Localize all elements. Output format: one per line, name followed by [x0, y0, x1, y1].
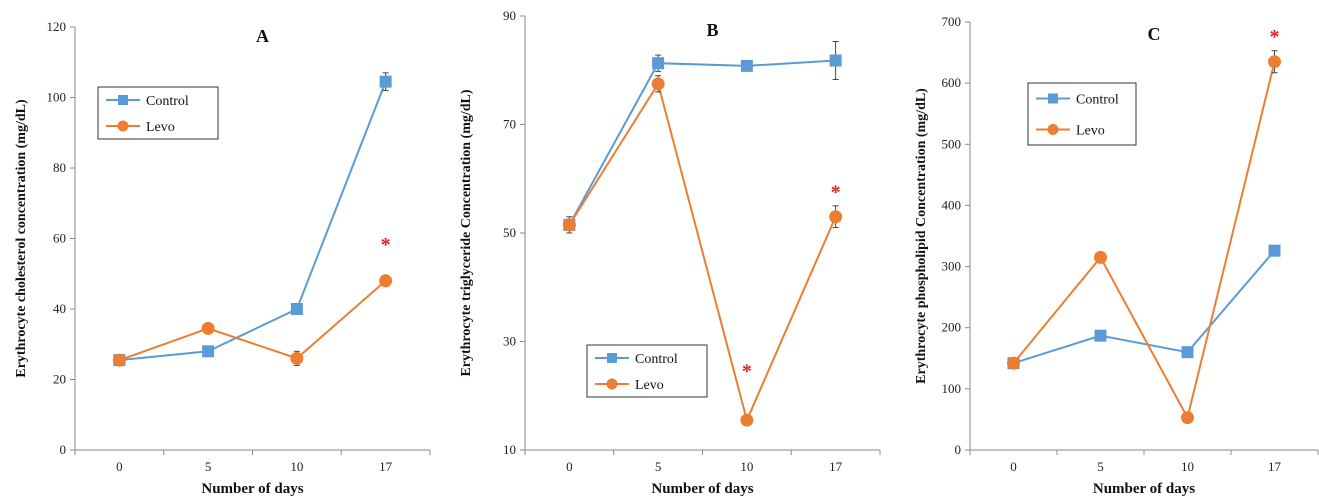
series-levo: [562, 75, 843, 427]
x-axis-title: Number of days: [1093, 481, 1195, 497]
x-tick-label: 17: [829, 459, 843, 474]
data-point: [651, 77, 665, 91]
data-point: [1268, 55, 1281, 69]
data-point: [290, 351, 304, 365]
x-tick-label: 5: [205, 459, 212, 474]
panel-c: 0 100 200 300 400 500 600 700 0 5 10 17 Number of da…: [914, 14, 1319, 497]
significance-star: *: [831, 182, 841, 204]
x-tick-label: 17: [379, 459, 393, 474]
y-axis-title: Erythrocyte cholesterol concentration (m…: [14, 99, 29, 378]
legend: Control Levo: [1027, 82, 1137, 146]
y-tick-label: 10: [503, 442, 516, 457]
data-point: [829, 54, 842, 67]
legend-label: Control: [1076, 93, 1119, 108]
data-point: [1007, 356, 1020, 370]
x-axis-title: Number of days: [201, 481, 303, 497]
x-tick-label: 5: [1097, 459, 1104, 474]
series-line: [568, 81, 837, 424]
significance-star: *: [742, 361, 752, 383]
legend-marker: [117, 120, 129, 132]
data-point: [652, 57, 665, 70]
y-tick-label: 80: [53, 160, 66, 175]
legend-label: Control: [635, 352, 678, 367]
x-axis-title: Number of days: [651, 481, 753, 497]
data-point: [1181, 411, 1194, 425]
legend-marker: [1047, 124, 1059, 135]
y-tick-label: 100: [942, 381, 962, 396]
significance-star: *: [1270, 26, 1280, 48]
data-point: [202, 345, 215, 358]
y-tick-label: 200: [942, 320, 962, 335]
data-point: [201, 321, 215, 335]
y-tick-label: 40: [53, 301, 66, 316]
panel-title: B: [706, 20, 718, 40]
series-line: [1012, 61, 1276, 421]
data-point: [1268, 244, 1281, 257]
x-tick-label: 10: [1181, 459, 1194, 474]
data-point: [379, 75, 392, 88]
legend: Control Levo: [97, 86, 219, 140]
panel-b: 10 30 50 70 90 0 5 10 17 Number of days Erythrocyt…: [459, 8, 881, 497]
panel-title: C: [1148, 24, 1161, 44]
legend-marker: [1048, 93, 1058, 104]
series-line: [119, 280, 387, 362]
x-tick-label: 17: [1268, 459, 1282, 474]
legend-marker: [118, 95, 128, 105]
series-control: [1007, 244, 1281, 370]
legend-marker: [606, 378, 618, 390]
y-tick-label: 120: [47, 19, 67, 34]
legend-box: [1027, 82, 1137, 146]
y-tick-label: 400: [942, 197, 962, 212]
legend-label: Levo: [146, 120, 175, 135]
y-tick-label: 100: [47, 90, 67, 105]
data-point: [1181, 346, 1194, 359]
y-tick-label: 0: [60, 442, 67, 457]
significance-star: *: [381, 234, 391, 256]
y-tick-label: 600: [942, 75, 962, 90]
legend-marker: [607, 353, 617, 363]
data-point: [740, 413, 754, 427]
series-levo: [112, 274, 393, 367]
series-line: [568, 59, 836, 226]
x-tick-label: 0: [116, 459, 123, 474]
y-tick-label: 700: [942, 14, 962, 29]
data-point: [1094, 250, 1107, 264]
y-axis-title: Erythrocyte phospholipid Concentration (…: [914, 88, 929, 384]
y-tick-label: 90: [503, 8, 516, 23]
y-tick-label: 30: [503, 334, 516, 349]
y-tick-label: 20: [53, 372, 66, 387]
legend-label: Levo: [1076, 124, 1105, 139]
legend: Control Levo: [586, 344, 708, 398]
x-tick-label: 0: [1010, 459, 1017, 474]
data-point: [740, 59, 753, 72]
data-point: [112, 353, 126, 367]
data-point: [562, 218, 576, 232]
series-control: [563, 40, 842, 231]
series-line: [1013, 250, 1276, 365]
panel-title: A: [256, 26, 269, 46]
y-tick-label: 0: [955, 442, 962, 457]
data-point: [290, 303, 303, 315]
y-tick-label: 60: [53, 231, 66, 246]
legend-label: Control: [146, 94, 189, 109]
legend-label: Levo: [635, 378, 664, 393]
panel-a: 0 20 40 60 80 100 120 0 5 10 17 Number of days Eryth…: [14, 19, 431, 497]
x-tick-label: 10: [740, 459, 753, 474]
series-levo: [1007, 50, 1281, 425]
x-tick-label: 0: [566, 459, 573, 474]
y-tick-label: 70: [503, 117, 516, 132]
series-line: [119, 81, 387, 362]
data-point: [379, 274, 393, 288]
y-tick-label: 300: [942, 259, 962, 274]
y-tick-label: 500: [942, 136, 962, 151]
x-tick-label: 10: [290, 459, 303, 474]
data-point: [829, 210, 843, 224]
data-point: [1094, 329, 1107, 342]
x-tick-label: 5: [655, 459, 662, 474]
y-axis-title: Erythrocyte triglyceride Concentration (…: [459, 89, 474, 376]
y-tick-label: 50: [503, 225, 516, 240]
